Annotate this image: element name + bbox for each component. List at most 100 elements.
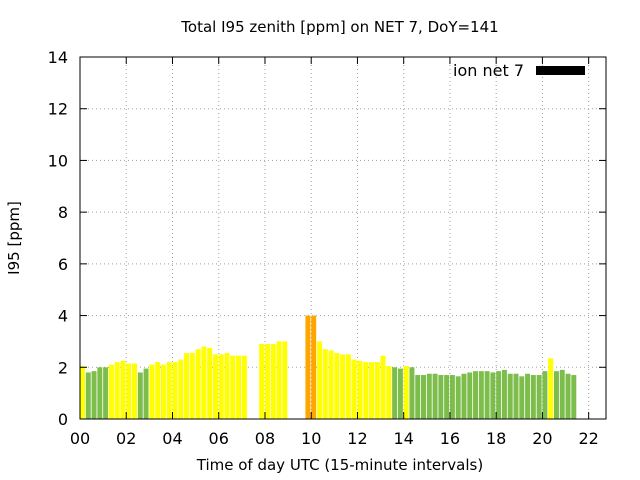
bar <box>236 355 242 419</box>
x-tick-label: 02 <box>116 429 136 448</box>
bar <box>449 375 455 419</box>
bar <box>270 344 276 419</box>
bar <box>403 365 409 419</box>
bar <box>461 373 467 419</box>
bar <box>149 364 155 419</box>
bar <box>322 349 328 419</box>
y-tick-label: 4 <box>58 307 68 326</box>
bar <box>426 373 432 419</box>
bar <box>392 367 398 419</box>
bar <box>80 365 85 419</box>
bar <box>184 353 190 419</box>
x-tick-label: 10 <box>301 429 321 448</box>
bar <box>490 372 496 419</box>
x-tick-labels: 00 02 04 06 08 10 12 14 16 18 20 22 <box>70 429 599 448</box>
x-axis-title: Time of day UTC (15-minute intervals) <box>196 456 483 474</box>
bar <box>212 354 218 419</box>
bar <box>455 376 461 419</box>
legend: ion net 7 <box>453 61 585 80</box>
bar <box>195 349 201 419</box>
y-tick-label: 2 <box>58 358 68 377</box>
bar <box>548 358 554 419</box>
bar <box>276 341 282 419</box>
bar <box>207 347 213 419</box>
bar <box>305 315 311 419</box>
bar <box>438 375 444 419</box>
bar <box>224 353 230 419</box>
bar <box>478 371 484 419</box>
bar <box>189 353 195 419</box>
bar <box>525 373 531 419</box>
bar <box>282 341 288 419</box>
bar <box>172 362 178 419</box>
bar <box>559 369 565 419</box>
bar <box>311 315 317 419</box>
bar <box>351 359 357 419</box>
y-tick-label: 0 <box>58 410 68 429</box>
bar <box>155 362 161 419</box>
bar <box>421 375 426 419</box>
bar <box>553 371 559 419</box>
bar <box>264 344 270 419</box>
axis-ticks <box>79 56 606 420</box>
bar <box>432 373 438 419</box>
bar <box>519 376 525 419</box>
y-tick-label: 14 <box>48 48 68 67</box>
bar <box>137 372 143 419</box>
bar <box>218 354 224 419</box>
bar <box>241 355 247 419</box>
x-tick-label: 16 <box>440 429 460 448</box>
legend-label: ion net 7 <box>453 61 524 80</box>
bar <box>201 346 207 419</box>
bar <box>507 373 513 419</box>
bar <box>415 375 421 419</box>
x-tick-label: 14 <box>394 429 414 448</box>
bar <box>178 359 184 419</box>
bar <box>501 369 507 419</box>
x-tick-label: 18 <box>486 429 506 448</box>
legend-swatch <box>536 66 585 75</box>
x-tick-label: 08 <box>255 429 275 448</box>
y-tick-label: 6 <box>58 255 68 274</box>
grid-lines <box>80 57 606 419</box>
bar <box>542 371 548 419</box>
bar <box>143 368 149 419</box>
bar <box>444 375 450 419</box>
bar <box>328 350 334 419</box>
bar <box>565 373 571 419</box>
bar <box>513 373 519 419</box>
x-tick-label: 06 <box>209 429 229 448</box>
bar <box>484 371 490 419</box>
chart-title: Total I95 zenith [ppm] on NET 7, DoY=141 <box>180 18 498 36</box>
x-tick-label: 00 <box>70 429 90 448</box>
bar <box>85 372 91 419</box>
bar <box>334 353 340 419</box>
x-tick-label: 22 <box>578 429 598 448</box>
bar <box>316 341 322 419</box>
bar <box>91 371 97 419</box>
bar <box>369 362 374 419</box>
bar <box>108 364 114 419</box>
y-tick-label: 8 <box>58 203 68 222</box>
bar <box>496 371 502 419</box>
bar <box>467 372 473 419</box>
bar <box>357 360 363 419</box>
bar <box>536 375 542 419</box>
bar <box>380 355 386 419</box>
bar <box>160 364 166 419</box>
bar <box>473 371 479 419</box>
bar <box>409 367 415 419</box>
bar <box>340 354 346 419</box>
y-tick-labels: 0 2 4 6 8 10 12 14 <box>48 48 68 429</box>
bar <box>230 355 236 419</box>
x-tick-label: 20 <box>532 429 552 448</box>
bar <box>132 363 137 419</box>
bar <box>530 375 536 419</box>
plot-frame <box>79 56 607 420</box>
bar <box>571 375 577 419</box>
bar <box>114 362 120 419</box>
bars-group <box>80 315 577 419</box>
y-tick-label: 12 <box>48 100 68 119</box>
bar <box>126 363 132 419</box>
